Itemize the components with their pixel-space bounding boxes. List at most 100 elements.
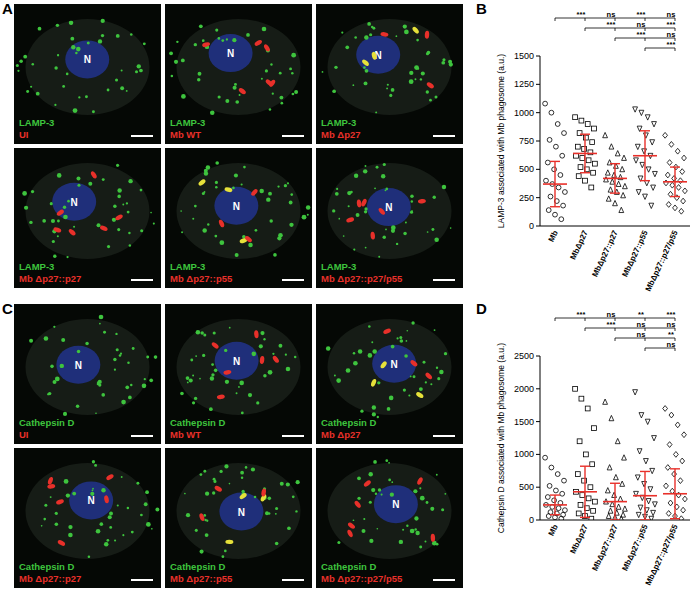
error-bar-stem [644, 131, 645, 181]
green-signal [275, 542, 279, 546]
significance-tick [645, 48, 646, 51]
data-point [636, 190, 641, 195]
green-signal [50, 202, 53, 205]
green-signal [353, 519, 355, 521]
nucleus-label: N [71, 197, 78, 208]
green-signal [434, 237, 439, 242]
green-signal [195, 529, 198, 532]
green-signal [369, 539, 373, 543]
micrograph: NCathepsin DMb Δp27 [316, 304, 463, 444]
data-point [558, 173, 563, 178]
green-signal [242, 235, 246, 239]
green-signal [68, 525, 72, 529]
green-signal [50, 365, 54, 369]
green-signal [202, 192, 205, 195]
data-point [682, 155, 687, 161]
scale-bar [282, 435, 304, 437]
green-signal [64, 479, 69, 484]
data-point [591, 170, 596, 175]
significance-label: ns [667, 10, 676, 19]
error-bar [670, 167, 680, 196]
green-signal [142, 384, 147, 389]
green-signal [248, 393, 252, 397]
nucleus [209, 34, 253, 72]
green-signal [396, 243, 398, 245]
condition-label: UI [19, 129, 29, 140]
data-point [580, 493, 585, 498]
data-point [560, 153, 565, 158]
green-signal [56, 24, 59, 27]
green-signal [202, 228, 206, 232]
green-signal [92, 110, 95, 113]
green-signal [361, 529, 365, 533]
data-point [559, 516, 564, 520]
micrograph: NLAMP-3Mb Δp27::p27 [14, 148, 161, 288]
green-signal [44, 336, 49, 341]
green-signal [200, 473, 203, 476]
green-signal [268, 192, 272, 196]
green-signal [48, 392, 51, 395]
green-signal [383, 163, 386, 166]
micrograph: NLAMP-3Mb Δp27::p27/p55 [316, 148, 463, 288]
error-bar-cap [640, 180, 650, 181]
green-signal [116, 348, 119, 351]
green-signal [367, 22, 371, 26]
data-point [668, 500, 673, 506]
green-signal [292, 93, 295, 96]
green-signal [279, 344, 283, 348]
green-signal [85, 95, 88, 98]
bacterium [346, 217, 355, 224]
green-signal [207, 223, 209, 225]
data-point [672, 176, 677, 182]
green-signal [128, 179, 132, 183]
green-signal [53, 255, 56, 258]
data-point [633, 107, 638, 112]
data-point [545, 495, 550, 500]
green-signal [417, 68, 419, 70]
data-point [589, 185, 594, 190]
data-point [590, 462, 595, 467]
bacterium [202, 41, 211, 47]
green-signal [377, 528, 379, 530]
bacterium [259, 356, 264, 364]
bacterium [409, 359, 418, 367]
green-signal [114, 369, 116, 371]
green-signal [44, 504, 47, 507]
data-point [556, 506, 561, 511]
green-signal [132, 347, 135, 350]
green-signal [239, 381, 244, 386]
green-signal [291, 72, 294, 75]
green-signal [30, 86, 32, 88]
cell-body [328, 163, 452, 259]
error-bar-cap [580, 466, 590, 467]
green-signal [54, 66, 57, 69]
nucleus-label: N [88, 495, 95, 506]
green-signal [203, 470, 206, 473]
cell-body [177, 463, 301, 559]
green-signal [55, 377, 60, 382]
green-signal [87, 41, 90, 44]
green-signal [369, 501, 372, 504]
green-signal [348, 205, 350, 207]
image-background [14, 448, 161, 588]
bacterium [224, 187, 233, 193]
green-signal [144, 502, 148, 506]
green-signal [189, 378, 193, 382]
green-signal [426, 90, 429, 93]
significance-label: *** [637, 30, 646, 39]
data-point [645, 115, 650, 120]
data-point [665, 172, 670, 178]
green-signal [218, 95, 221, 98]
green-signal [275, 513, 277, 515]
green-signal [234, 83, 237, 86]
data-point [610, 179, 615, 184]
green-signal [200, 331, 203, 334]
green-signal [219, 240, 224, 245]
green-signal [36, 92, 40, 96]
bacterium [114, 213, 123, 221]
data-point [669, 142, 674, 148]
green-signal [195, 355, 197, 357]
data-point [678, 178, 683, 184]
green-signal [55, 512, 58, 515]
bacterium [370, 231, 375, 239]
